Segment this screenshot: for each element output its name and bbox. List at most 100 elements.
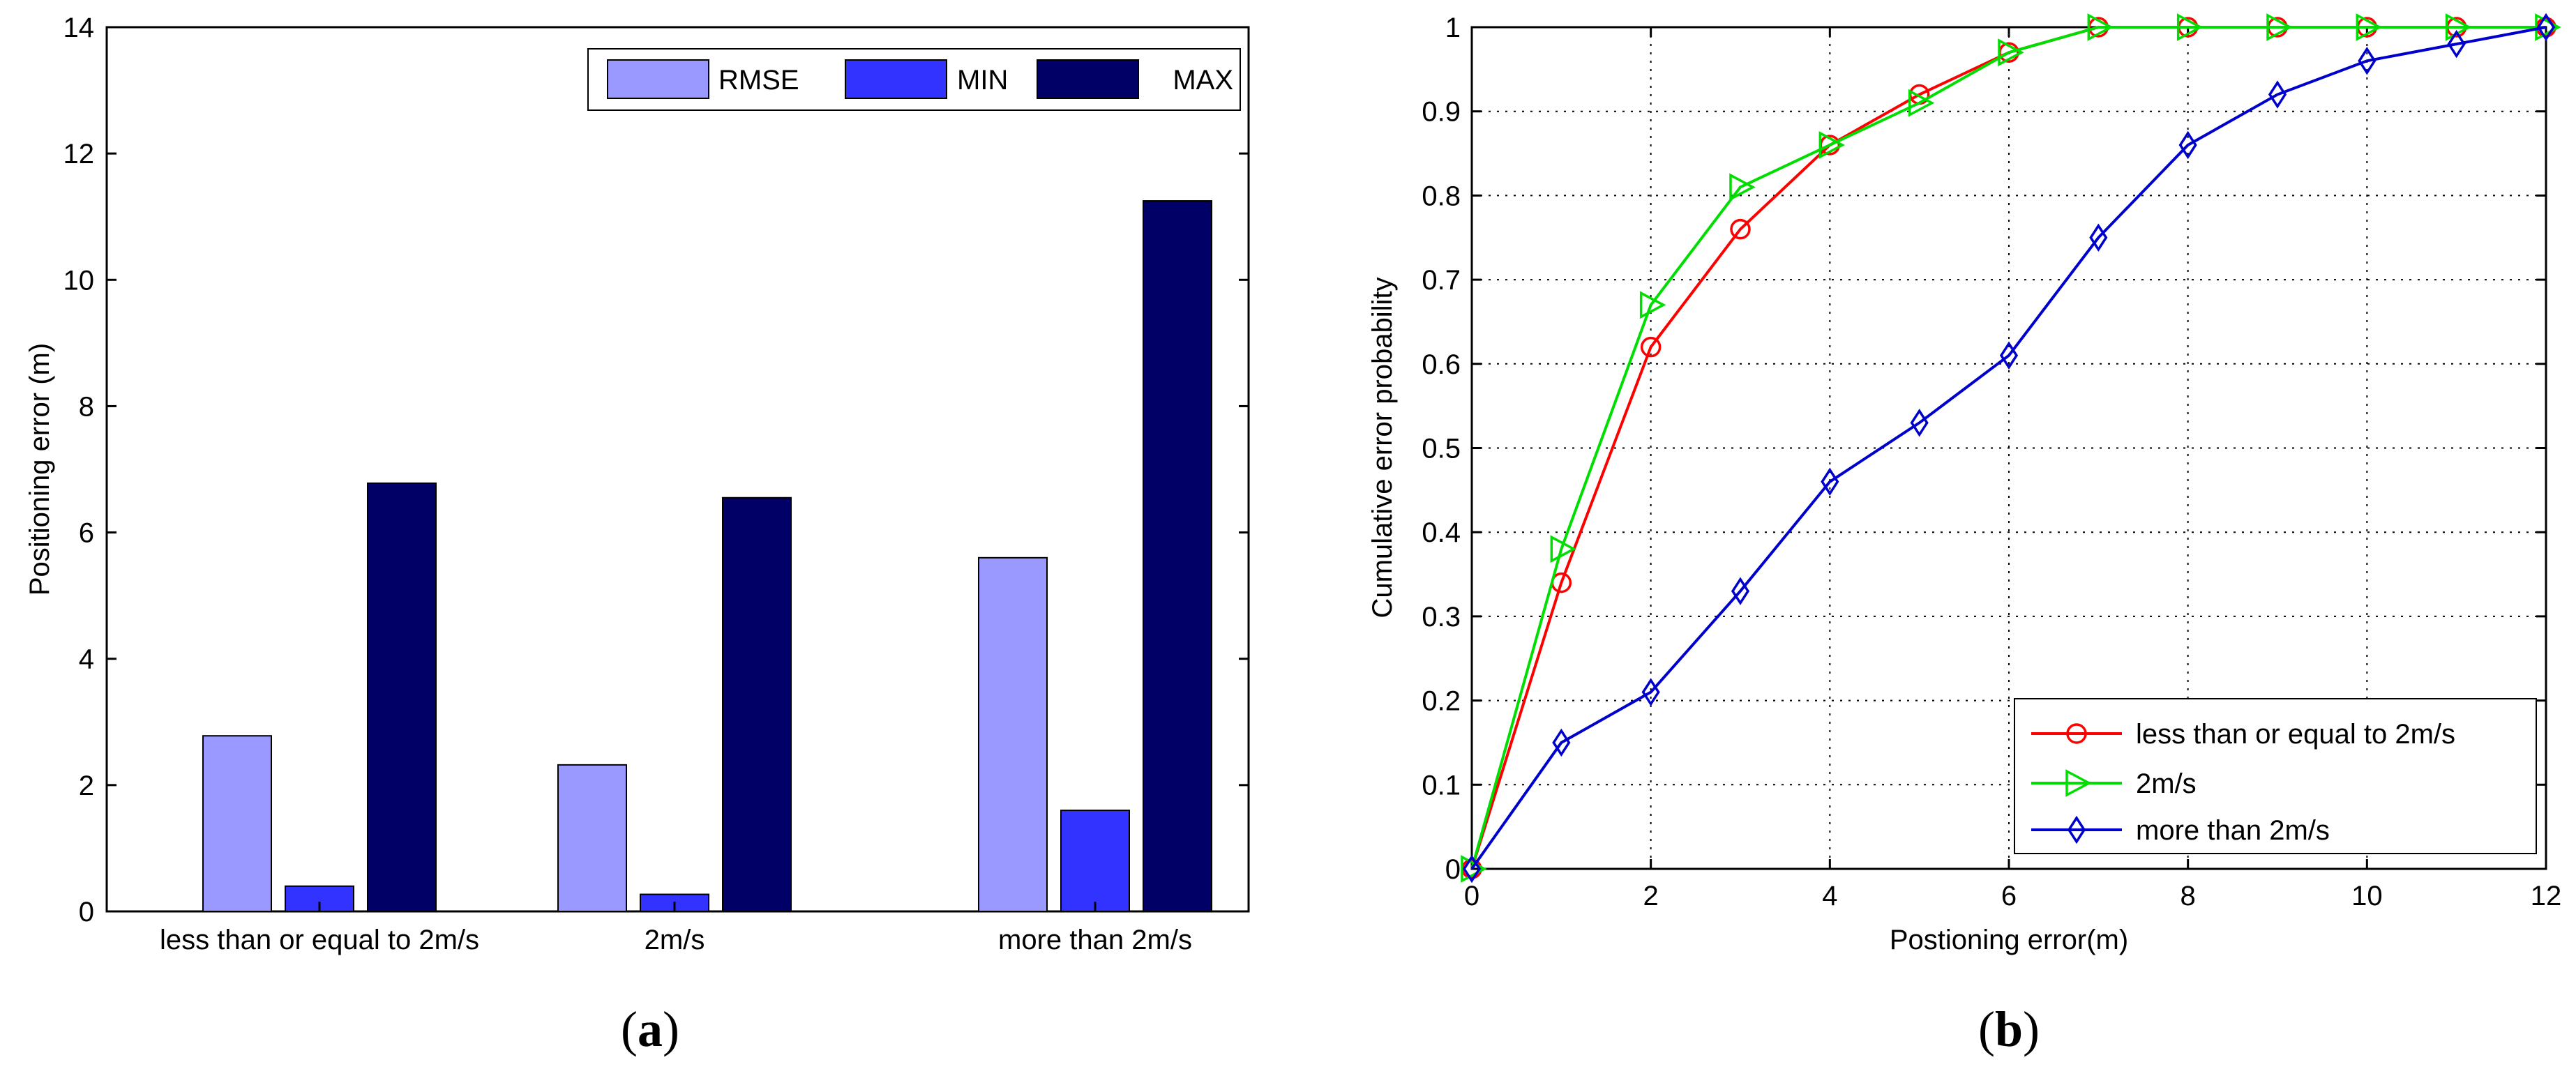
series-lines [1461, 13, 2561, 884]
bar-rmse [978, 556, 1048, 912]
legend-marker [2066, 723, 2087, 744]
data-point-marker [1821, 467, 1839, 496]
grid-b [1472, 27, 2546, 869]
x-axis-a: less than or equal to 2m/s 2m/s more than … [160, 902, 1192, 955]
data-point-marker [2268, 80, 2287, 109]
data-point-marker [2178, 130, 2197, 160]
data-point-marker [1910, 409, 1929, 437]
y-tick-label: 4 [79, 644, 94, 675]
data-point-marker [1552, 728, 1571, 757]
data-point-marker [1818, 131, 1846, 159]
legend-swatch-max [1037, 59, 1139, 99]
data-point-marker [1461, 855, 1487, 883]
legend-a: RMSE MIN MAX [587, 48, 1241, 111]
plot-area-a [105, 26, 1250, 913]
y-tick-label: 2 [79, 771, 94, 801]
panel-label-b: (b) [1978, 1001, 2040, 1057]
panel-label-a-letter: a [638, 1001, 663, 1057]
data-point-marker [1462, 854, 1482, 884]
x-axis-label-b: Postioning error(m) [1890, 925, 2128, 955]
data-point-marker [1639, 291, 1666, 319]
data-point-marker [1998, 38, 2024, 67]
y-tick-label: 1 [1445, 13, 1461, 43]
series-line [1470, 26, 2547, 870]
y-tick-label: 0.4 [1422, 517, 1461, 548]
x-tick-label: 2m/s [645, 925, 705, 955]
y-tick-label: 0.9 [1422, 97, 1461, 128]
data-point-marker [2358, 47, 2377, 75]
bar-max [1143, 200, 1212, 913]
x-tick-label: more than 2m/s [998, 925, 1192, 955]
data-point-marker [2356, 13, 2383, 41]
legend-label: less than or equal to 2m/s [2136, 719, 2455, 750]
y-tick-label: 0.1 [1422, 770, 1461, 801]
series-gt-2ms [1462, 13, 2556, 884]
legend-label-max: MAX [1173, 65, 1233, 96]
series-line [1470, 26, 2546, 870]
panel-label-b-open: ( [1978, 1001, 1995, 1057]
y-tick-label: 0.6 [1422, 349, 1461, 380]
data-point-marker [2089, 223, 2108, 252]
bar-chart-panel: 0 2 4 6 8 10 12 14 less than or equal to 2m/s 2m… [24, 13, 1250, 1057]
y-tick-label: 8 [79, 391, 94, 422]
x-tick-label: less than or equal to 2m/s [160, 925, 479, 955]
x-tick-label: 0 [1464, 881, 1479, 911]
legend-swatch-min [845, 59, 947, 99]
x-tick-label: 8 [2180, 881, 2196, 911]
y-axis-b: 0 0.1 0.2 0.3 0.4 0.5 0.6 0.7 0.8 0.9 1 [1422, 13, 2546, 885]
data-point-marker [1731, 577, 1750, 605]
x-tick-label: 2 [1643, 881, 1659, 911]
y-tick-label: 0.8 [1422, 181, 1461, 211]
data-point-marker [2535, 13, 2561, 41]
y-tick-label: 0.7 [1422, 265, 1461, 296]
data-point-marker [1640, 336, 1662, 358]
y-tick-label: 0 [79, 897, 94, 927]
legend-label-min: MIN [957, 65, 1008, 96]
y-tick-label: 0 [1445, 854, 1461, 885]
data-point-marker [2087, 13, 2114, 41]
bar-rmse [557, 764, 627, 912]
panel-label-b-letter: b [1995, 1001, 2023, 1057]
bar-max [367, 482, 437, 912]
data-point-marker [1729, 173, 1756, 202]
y-axis-label-b: Cumulative error probability [1367, 277, 1398, 618]
data-point-marker [1730, 218, 1751, 240]
x-tick-label: 6 [2001, 881, 2017, 911]
legend-b: less than or equal to 2m/s 2m/s more than … [2014, 698, 2537, 854]
legend-swatch-rmse [607, 59, 709, 99]
panel-label-a: (a) [621, 1001, 679, 1057]
data-point-marker [2176, 13, 2204, 41]
y-tick-label: 0.2 [1422, 686, 1461, 717]
y-tick-label: 6 [79, 518, 94, 549]
x-tick-label: 12 [2531, 881, 2562, 911]
y-tick-label: 0.5 [1422, 434, 1461, 464]
panel-label-b-close: ) [2023, 1001, 2040, 1057]
legend-box-b [2014, 698, 2537, 854]
data-point-marker [1999, 341, 2019, 370]
y-tick-label: 0.3 [1422, 602, 1461, 632]
y-tick-label: 14 [63, 13, 95, 43]
data-point-marker [2266, 13, 2293, 41]
legend-marker [2067, 815, 2086, 844]
x-tick-label: 4 [1822, 881, 1837, 911]
legend-label: 2m/s [2136, 768, 2197, 799]
bar-rmse [202, 735, 272, 912]
data-point-marker [2536, 13, 2556, 42]
x-tick-label: 10 [2351, 881, 2383, 911]
y-tick-label: 10 [63, 265, 95, 296]
line-chart-panel: 00.10.20.30.40.50.60.70.80.91 0 2 4 6 8 10 12 … [1367, 13, 2561, 1057]
y-tick-label: 12 [63, 139, 95, 169]
data-point-marker [1550, 535, 1577, 563]
bar-min [1060, 810, 1130, 912]
data-point-marker [1641, 678, 1660, 706]
data-point-marker [2447, 29, 2466, 59]
data-point-marker [1908, 89, 1935, 117]
legend-marker [2065, 769, 2092, 797]
bar-max [722, 496, 792, 912]
y-axis-a: 0 2 4 6 8 10 12 14 [63, 13, 1249, 927]
series-2ms [1461, 13, 2561, 883]
bars [202, 200, 1212, 913]
y-axis-label-a: Positioning error (m) [24, 343, 55, 596]
panel-label-a-open: ( [621, 1001, 638, 1057]
